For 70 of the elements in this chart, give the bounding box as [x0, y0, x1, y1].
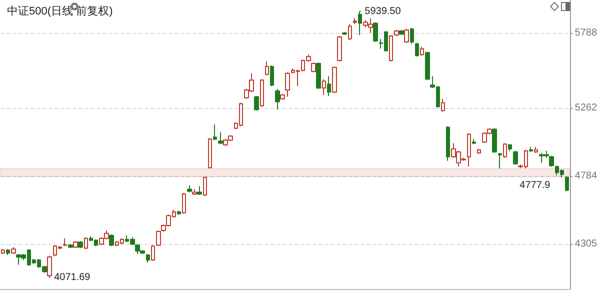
y-tick-label: 5788: [574, 28, 598, 39]
chart-title: 中证500(日线 前复权): [7, 4, 113, 18]
y-tick-label: 5262: [574, 102, 598, 114]
candlestick: [78, 240, 83, 249]
band-label: 4777.9: [520, 180, 551, 191]
candlestick: [492, 128, 497, 154]
candlestick: [373, 22, 378, 42]
candlestick: [565, 176, 569, 192]
candlestick: [534, 146, 538, 154]
candlestick: [208, 138, 212, 170]
candlestick: [265, 61, 269, 76]
candlestick: [63, 238, 67, 247]
candlestick: [182, 192, 186, 214]
candlestick: [73, 240, 78, 249]
candlestick: [280, 93, 285, 100]
candlestick: [358, 10, 362, 36]
candlestick: [187, 184, 192, 193]
candlestick: [197, 186, 202, 196]
candlestick: [322, 78, 326, 96]
candlestick: [47, 255, 52, 278]
candlestick: [399, 30, 404, 36]
candlestick: [529, 146, 533, 152]
candlestick: [508, 144, 512, 152]
annotation: 5939.50: [364, 6, 402, 17]
candlestick: [327, 76, 331, 96]
candlestick: [415, 42, 419, 58]
candlestick: [316, 62, 321, 90]
candlestick: [404, 28, 409, 44]
candlestick: [203, 176, 207, 197]
candlestick: [441, 98, 445, 112]
candlestick: [425, 51, 430, 81]
candlestick: [394, 30, 399, 37]
candlestick: [270, 64, 274, 87]
candlestick: [260, 78, 264, 108]
candlestick: [549, 155, 554, 168]
candlestick: [1, 248, 5, 254]
candlestick: [146, 253, 150, 264]
candlestick: [498, 152, 502, 170]
candlestick: [151, 244, 155, 262]
y-tick-label: 4305: [574, 238, 598, 250]
candlestick: [84, 236, 88, 250]
candlestick: [156, 230, 161, 247]
candlestick: [477, 148, 481, 154]
candlestick: [192, 188, 197, 196]
candlestick: [218, 132, 223, 145]
candlestick: [446, 126, 450, 162]
candlestick: [348, 24, 352, 40]
y-tick-label: 4784: [574, 170, 598, 182]
candlestick: [472, 138, 476, 145]
candlestick: [6, 248, 10, 256]
annotation: 4071.69: [54, 272, 91, 283]
candlestick: [353, 18, 357, 25]
candlestick: [11, 246, 16, 254]
candlestick: [513, 150, 518, 166]
candlestick: [275, 88, 280, 110]
candlestick: [285, 72, 290, 98]
candlestick: [503, 142, 507, 158]
candlestick: [68, 244, 73, 249]
candlestick: [420, 46, 424, 56]
candlestick: [311, 62, 316, 73]
candlestick: [254, 95, 259, 112]
candlestick: [342, 32, 347, 36]
candlestick: [177, 210, 181, 216]
candlestick: [467, 132, 471, 168]
candlestick: [389, 34, 393, 62]
candlestick: [337, 36, 342, 62]
candlestick: [332, 66, 337, 94]
candlestick: [410, 28, 414, 44]
candlestick: [109, 234, 114, 247]
candlestick: [213, 124, 217, 141]
